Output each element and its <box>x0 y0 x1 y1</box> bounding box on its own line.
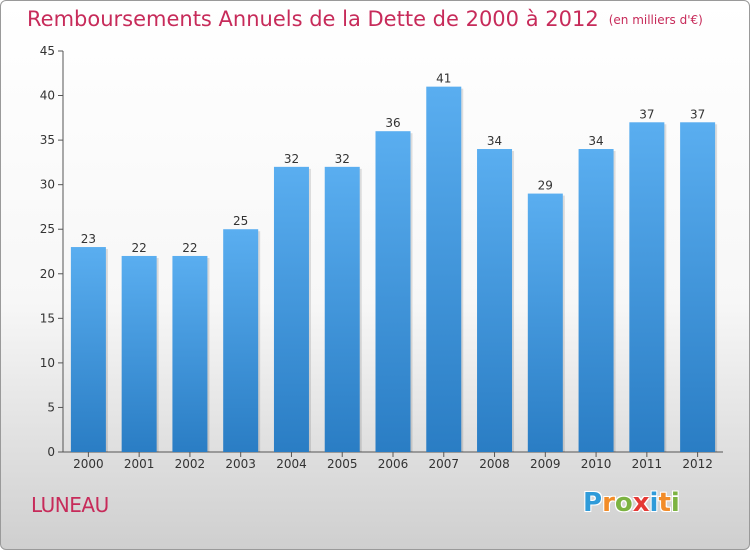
logo-letter: P <box>583 488 603 518</box>
place-name: LUNEAU <box>31 493 109 517</box>
logo-letter: o <box>614 488 633 518</box>
x-tick-label: 2010 <box>581 457 612 471</box>
x-tick-label: 2006 <box>378 457 409 471</box>
data-label: 25 <box>233 214 248 228</box>
x-tick-label: 2008 <box>479 457 510 471</box>
logo-letter: r <box>602 488 615 518</box>
data-label: 36 <box>385 116 400 130</box>
axes: 0 5 10 15 20 25 30 35 40 45 2000 2001 2002 2003 2004 20… <box>40 44 723 471</box>
y-tick-label: 40 <box>40 89 55 103</box>
y-tick-label: 35 <box>40 133 55 147</box>
logo-letter: i <box>670 488 680 518</box>
y-tick-label: 15 <box>40 311 55 325</box>
data-label: 22 <box>132 241 147 255</box>
bar <box>680 122 716 453</box>
chart-title-text: Remboursements Annuels de la Dette de 20… <box>27 7 599 31</box>
data-label: 22 <box>182 241 197 255</box>
x-tick-label: 2002 <box>175 457 206 471</box>
x-tick-label: 2001 <box>124 457 155 471</box>
data-label: 29 <box>538 179 553 193</box>
bar <box>629 122 665 453</box>
chart-title: Remboursements Annuels de la Dette de 20… <box>27 7 703 31</box>
bar <box>324 166 360 452</box>
y-tick-label: 0 <box>47 445 55 459</box>
bar <box>375 131 411 452</box>
bar <box>223 229 259 452</box>
bar <box>477 149 513 452</box>
data-label: 37 <box>690 107 705 121</box>
y-tick-label: 25 <box>40 222 55 236</box>
data-label: 34 <box>487 134 502 148</box>
logo-letter: i <box>649 488 659 518</box>
x-tick-label: 2012 <box>682 457 713 471</box>
data-label: 37 <box>639 107 654 121</box>
bars: 23 22 22 25 32 32 36 41 34 29 34 37 37 <box>70 72 718 453</box>
bar <box>70 247 106 452</box>
data-label: 34 <box>588 134 603 148</box>
x-tick-label: 2004 <box>276 457 307 471</box>
bar <box>121 255 157 452</box>
y-tick-label: 10 <box>40 356 55 370</box>
x-tick-label: 2011 <box>632 457 663 471</box>
y-tick-label: 30 <box>40 178 55 192</box>
bar <box>527 193 563 453</box>
x-tick-label: 2000 <box>73 457 104 471</box>
bar <box>426 86 462 453</box>
x-tick-label: 2003 <box>225 457 256 471</box>
y-tick-label: 45 <box>40 44 55 58</box>
chart-unit: (en milliers d'€) <box>608 13 703 27</box>
bar <box>578 149 614 452</box>
x-tick-label: 2005 <box>327 457 358 471</box>
bar <box>172 255 208 452</box>
logo-letter: x <box>632 488 650 518</box>
data-label: 32 <box>284 152 299 166</box>
x-tick-label: 2007 <box>428 457 459 471</box>
y-tick-label: 5 <box>47 400 55 414</box>
bar <box>273 166 309 452</box>
x-tick-label: 2009 <box>530 457 561 471</box>
data-label: 23 <box>81 232 96 246</box>
data-label: 41 <box>436 72 451 86</box>
y-tick-label: 20 <box>40 267 55 281</box>
data-label: 32 <box>335 152 350 166</box>
logo-letter: t <box>658 488 671 518</box>
proxiti-logo: Proxiti <box>583 488 680 518</box>
